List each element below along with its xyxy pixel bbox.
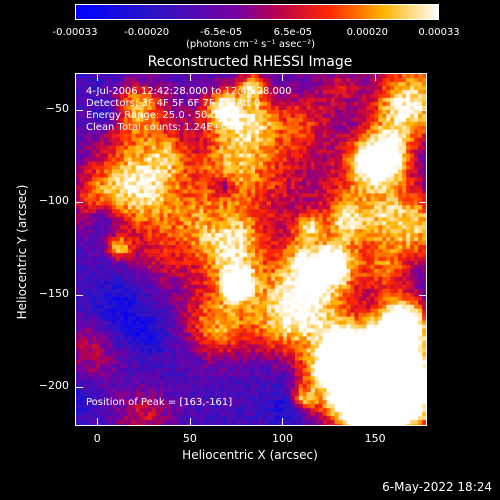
y-tick-label: −150 <box>38 286 69 300</box>
y-tick-mark <box>419 387 427 389</box>
x-tick-mark <box>282 418 284 426</box>
annotation-time: 4-Jul-2006 12:42:28.000 to 12:48:28.000 <box>86 86 292 97</box>
x-tick-mark <box>375 73 377 81</box>
x-axis-label: Heliocentric X (arcsec) <box>182 448 318 462</box>
y-tick-label: −100 <box>38 194 69 208</box>
y-tick-label: −50 <box>45 101 69 115</box>
y-tick-mark <box>419 109 427 111</box>
colorbar-tick-label: -6.5e-05 <box>200 27 243 38</box>
annotation-clean: Clean Total counts: 1.24E+04 <box>86 122 234 133</box>
x-tick-mark <box>282 73 284 81</box>
colorbar-tick-label: 6.5e-05 <box>273 27 313 38</box>
annotation-energy: Energy Range: 25.0 - 50.0 keV <box>86 110 239 121</box>
annotation-detectors: Detectors: 3F 4F 5F 6F 7F 8F, Att 0 <box>86 98 261 109</box>
colorbar <box>75 4 439 20</box>
x-tick-label: 0 <box>93 432 101 445</box>
x-tick-mark <box>97 418 99 426</box>
colorbar-unit-label: (photons cm⁻² s⁻¹ asec⁻²) <box>186 39 316 50</box>
colorbar-tick-label: 0.00020 <box>346 27 388 38</box>
x-tick-mark <box>97 73 99 81</box>
x-tick-mark <box>189 418 191 426</box>
y-tick-mark <box>419 202 427 204</box>
x-tick-label: 100 <box>271 432 293 445</box>
x-tick-mark <box>375 418 377 426</box>
x-tick-label: 150 <box>364 432 386 445</box>
y-tick-mark <box>419 294 427 296</box>
y-tick-mark <box>75 294 83 296</box>
annotation-peak: Position of Peak = [163,-161] <box>86 397 233 408</box>
plot-area: 4-Jul-2006 12:42:28.000 to 12:48:28.000 … <box>75 73 427 426</box>
heatmap-image <box>76 74 426 425</box>
y-tick-label: −200 <box>38 379 69 393</box>
x-tick-label: 50 <box>182 432 197 445</box>
y-tick-mark <box>75 202 83 204</box>
colorbar-tick-label: -0.00033 <box>52 27 98 38</box>
y-tick-mark <box>75 387 83 389</box>
colorbar-tick-label: -0.00020 <box>124 27 170 38</box>
y-axis-label: Heliocentric Y (arcsec) <box>15 184 29 320</box>
chart-title: Reconstructed RHESSI Image <box>147 54 353 70</box>
date-stamp: 6-May-2022 18:24 <box>382 480 492 494</box>
y-tick-mark <box>75 109 83 111</box>
colorbar-tick-label: 0.00033 <box>418 27 460 38</box>
x-tick-mark <box>189 73 191 81</box>
